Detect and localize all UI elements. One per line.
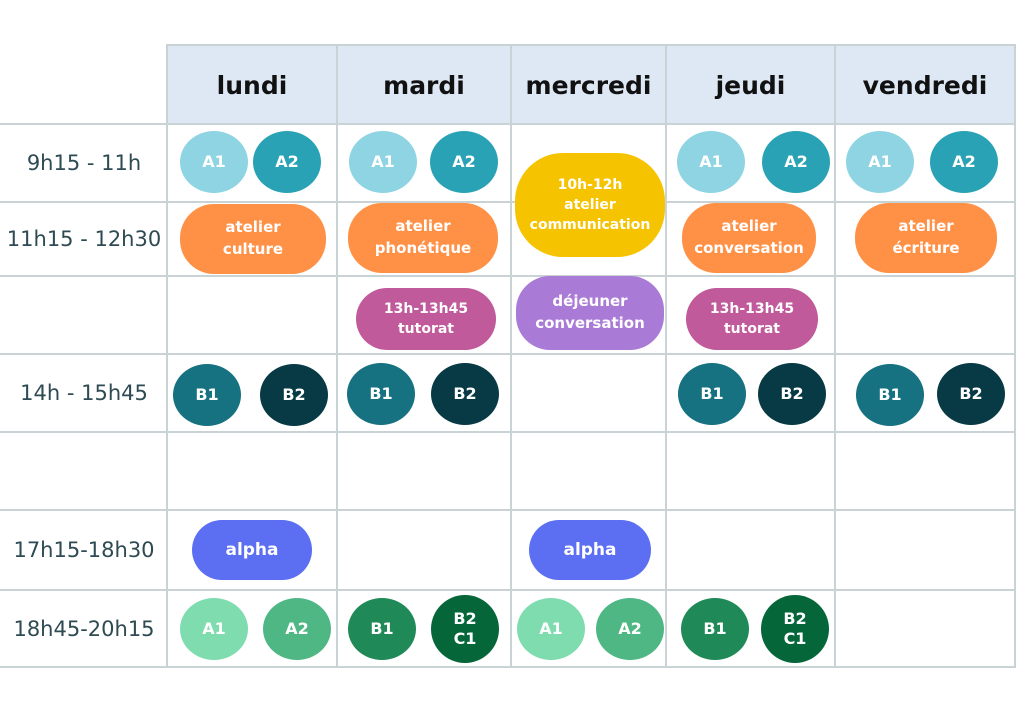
time-slot-2: 11h15 - 12h30 [0,203,168,275]
time-slot-3 [0,277,168,353]
class-b1-badge: B1 [347,363,415,425]
time-slot-5 [0,433,168,509]
pill-line: 13h-13h45 [709,300,795,317]
pill-line: communication [529,217,651,234]
pill-line: déjeuner [552,292,628,311]
pill-line: atelier [395,217,451,236]
grid-line [0,353,1016,355]
pill-line: culture [222,240,284,258]
class-a2-badge: A2 [263,598,331,660]
dejeuner-conversation-pill: déjeuner conversation [516,276,664,350]
atelier-culture-pill: atelier culture [180,204,326,274]
pill-line: tutorat [723,321,780,337]
tutorat-pill: 13h-13h45 tutorat [356,288,496,350]
class-a1-badge: A1 [349,131,417,193]
class-b2-badge: B2 [758,363,826,425]
class-a2-badge: A2 [253,131,321,193]
pill-line: atelier [898,217,954,236]
class-a1-badge: A1 [180,131,248,193]
time-label-text: 18h45-20h15 [13,616,155,641]
class-a1-badge: A1 [677,131,745,193]
grid-line [1014,44,1016,668]
grid-line [336,44,338,668]
atelier-phonetique-pill: atelier phonétique [348,203,498,273]
day-label: vendredi [862,70,988,100]
pill-line: tutorat [397,321,454,337]
grid-line [510,44,512,668]
class-b1-badge: B1 [348,598,416,660]
pill-line: 13h-13h45 [383,300,469,317]
class-a2-badge: A2 [930,131,998,193]
pill-line: atelier [225,218,281,237]
pill-line: conversation [694,239,804,257]
grid-line [0,431,1016,433]
class-b1-badge: B1 [856,364,924,426]
grid-line [0,509,1016,511]
header-day-mardi: mardi [338,46,510,124]
grid-line [834,44,836,668]
pill-line: atelier [564,196,616,213]
alpha-pill: alpha [192,520,312,580]
class-a1-badge: A1 [846,131,914,193]
grid-line [166,44,168,668]
time-label-text: 11h15 - 12h30 [6,227,162,251]
grid-line [168,44,1016,46]
class-b2-badge: B2 [937,363,1005,425]
class-b1-badge: B1 [173,364,241,426]
grid-line [0,666,1016,668]
grid-line [0,589,1016,591]
class-b2-c1-badge: B2 C1 [761,595,829,663]
class-a1-badge: A1 [517,598,585,660]
time-label-text: 9h15 - 11h [26,151,142,175]
class-a2-badge: A2 [430,131,498,193]
badge-line: B2 [783,609,807,628]
grid-line [665,44,667,668]
pill-line: atelier [721,217,777,236]
time-slot-6: 17h15-18h30 [0,511,168,589]
time-slot-7: 18h45-20h15 [0,591,168,666]
class-b2-badge: B2 [260,364,328,426]
grid-line [0,275,1016,277]
pill-line: phonétique [374,239,472,257]
header-day-mercredi: mercredi [512,46,665,124]
day-label: jeudi [715,70,786,100]
pill-line: conversation [535,314,645,332]
class-b2-badge: B2 [431,363,499,425]
time-label-text: 17h15-18h30 [13,538,155,562]
grid-line [0,201,1016,203]
atelier-conversation-pill: atelier conversation [682,203,816,273]
badge-line: C1 [453,629,477,648]
class-b2-c1-badge: B2 C1 [431,595,499,663]
class-a1-badge: A1 [180,598,248,660]
time-label-text: 14h - 15h45 [20,381,148,405]
pill-line: 10h-12h [557,176,623,193]
header-day-jeudi: jeudi [667,46,834,124]
time-slot-4: 14h - 15h45 [0,355,168,431]
badge-line: B2 [453,609,477,628]
class-a2-badge: A2 [762,131,830,193]
day-label: mercredi [525,70,652,100]
tutorat-pill: 13h-13h45 tutorat [686,288,818,350]
day-label: mardi [383,70,465,100]
class-b1-badge: B1 [678,363,746,425]
time-slot-1: 9h15 - 11h [0,125,168,201]
alpha-pill: alpha [529,520,651,580]
badge-line: C1 [783,629,807,648]
header-day-vendredi: vendredi [836,46,1014,124]
atelier-communication-pill: 10h-12h atelier communication [515,153,665,257]
class-a2-badge: A2 [596,598,664,660]
class-b1-badge: B1 [681,598,749,660]
atelier-ecriture-pill: atelier écriture [855,203,997,273]
day-label: lundi [216,70,288,100]
grid-line [0,123,1016,125]
header-day-lundi: lundi [168,46,336,124]
pill-line: écriture [892,239,960,257]
